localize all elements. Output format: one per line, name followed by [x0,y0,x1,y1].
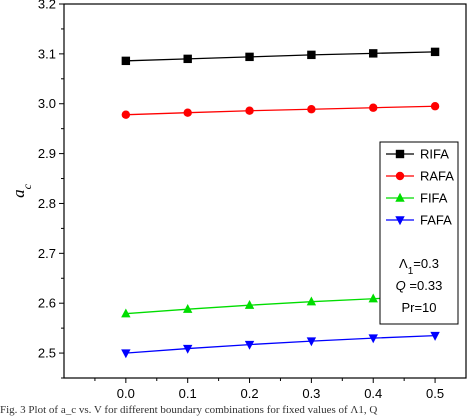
data-point-fafa [182,344,193,354]
data-point-rifa [121,56,131,66]
x-tick-label: 0.2 [240,386,258,401]
legend-label-fifa: FIFA [420,191,448,206]
y-tick-label: 2.9 [38,146,56,161]
legend-label-rafa: RAFA [420,169,454,184]
series-line-rafa [125,105,436,116]
parameter-label: Λ1=0.3 [399,256,439,277]
data-point-fifa [244,299,255,309]
plot-area: 0.0 0.1 0.2 0.3 0.4 0.5 2.5 2.6 2.7 2.8 2.9 3.0 3.1 3… [9,0,467,404]
x-tick-label: 0.3 [302,386,320,401]
x-tick-label: 0.0 [117,386,135,401]
data-point-rafa [245,106,254,115]
data-point-rafa [307,105,316,114]
y-tick-label: 2.8 [38,196,56,211]
data-point-fafa [306,337,317,347]
data-point-fafa [430,331,440,341]
legend-marker-rafa [395,171,405,181]
legend-marker-rifa [395,149,405,159]
y-tick-label: 2.5 [38,346,56,361]
data-point-rafa [183,108,192,117]
x-tick-label: 0.5 [426,386,444,401]
chart: 0.0 0.1 0.2 0.3 0.4 0.5 2.5 2.6 2.7 2.8 2.9 3.0 3.1 3… [9,0,467,404]
data-point-fifa [368,293,378,303]
data-point-fafa [121,349,131,359]
y-tick-label: 3.2 [38,0,56,12]
x-axis-title: V [260,403,273,404]
legend-box [379,141,459,325]
legend-label-rifa: RIFA [420,147,449,162]
data-point-rafa [430,102,440,111]
data-point-rifa [430,47,440,57]
data-point-fafa [244,340,255,350]
x-tick-label: 0.1 [179,386,197,401]
data-point-fifa [182,303,193,313]
y-tick-label: 2.6 [38,296,56,311]
series-line-fafa [125,334,436,354]
x-tick-label: 0.4 [364,386,382,401]
parameter-label: Q =0.33 [396,278,443,293]
legend-label-fafa: FAFA [420,213,452,228]
parameter-label: Pr=10 [401,300,436,315]
series-line-rifa [125,51,436,62]
data-point-fifa [121,308,131,318]
figure-caption: Fig. 3 Plot of a_c vs. V for different b… [0,404,378,416]
y-tick-label: 3.0 [38,96,56,111]
y-tick-label: 2.7 [38,246,56,261]
data-point-rifa [245,52,254,62]
data-point-rafa [121,110,131,119]
data-point-rifa [369,49,378,58]
legend-marker-fafa [395,216,405,226]
data-point-fifa [306,296,317,306]
plot-frame [63,3,467,379]
legend-marker-fifa [395,192,405,202]
data-point-rifa [307,50,316,60]
y-tick-label: 3.1 [38,46,56,61]
data-point-rafa [369,103,378,112]
data-point-fafa [368,334,378,344]
y-axis-title: ac [9,183,34,198]
data-point-rifa [183,54,192,64]
